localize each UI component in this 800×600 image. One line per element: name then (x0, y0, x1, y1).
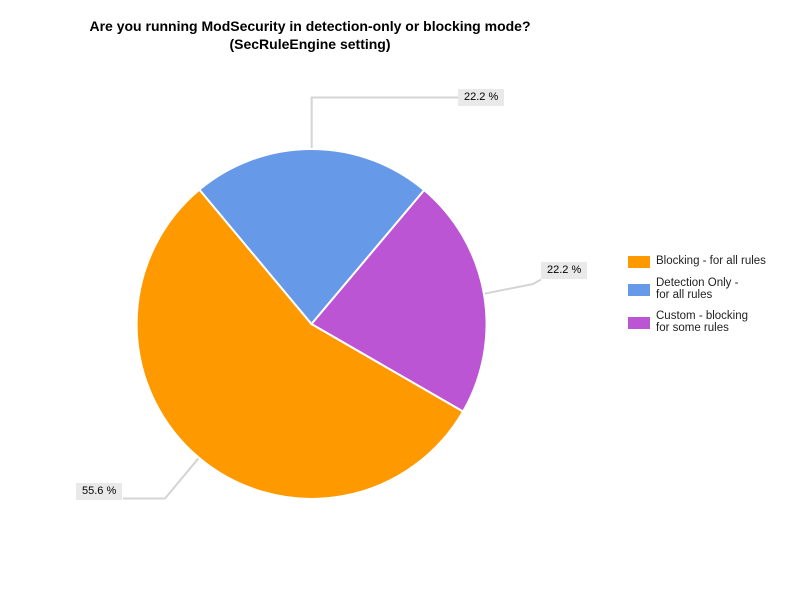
callout-line-blocking (123, 457, 200, 500)
legend-label-blocking: Blocking - for all rules (656, 255, 766, 268)
pie-slice-detection-only (197, 148, 426, 326)
chart-title-line1: Are you running ModSecurity in detection… (89, 18, 531, 34)
chart-title-line2: (SecRuleEngine setting) (229, 36, 391, 52)
callout-label-detection-only: 22.2 % (458, 89, 505, 106)
pie-slice-custom (309, 188, 488, 413)
callout-label-custom: 22.2 % (541, 262, 588, 279)
legend: Blocking - for all rules Detection Only … (628, 256, 766, 334)
callout-line-detection-only (310, 96, 458, 154)
legend-swatch-custom (628, 316, 650, 329)
legend-label-custom: Custom - blocking for some rules (656, 310, 749, 334)
legend-label-detection-only: Detection Only - for all rules (656, 277, 739, 301)
legend-swatch-detection-only (628, 283, 650, 296)
legend-item-blocking: Blocking - for all rules (628, 256, 766, 268)
chart-title: Are you running ModSecurity in detection… (0, 17, 620, 53)
callout-label-blocking: 55.6 % (76, 483, 123, 500)
pie-slice-blocking (135, 188, 465, 500)
legend-swatch-blocking (628, 256, 650, 268)
callout-line-custom (483, 278, 542, 295)
legend-item-detection-only: Detection Only - for all rules (628, 277, 766, 301)
legend-item-custom: Custom - blocking for some rules (628, 310, 766, 334)
